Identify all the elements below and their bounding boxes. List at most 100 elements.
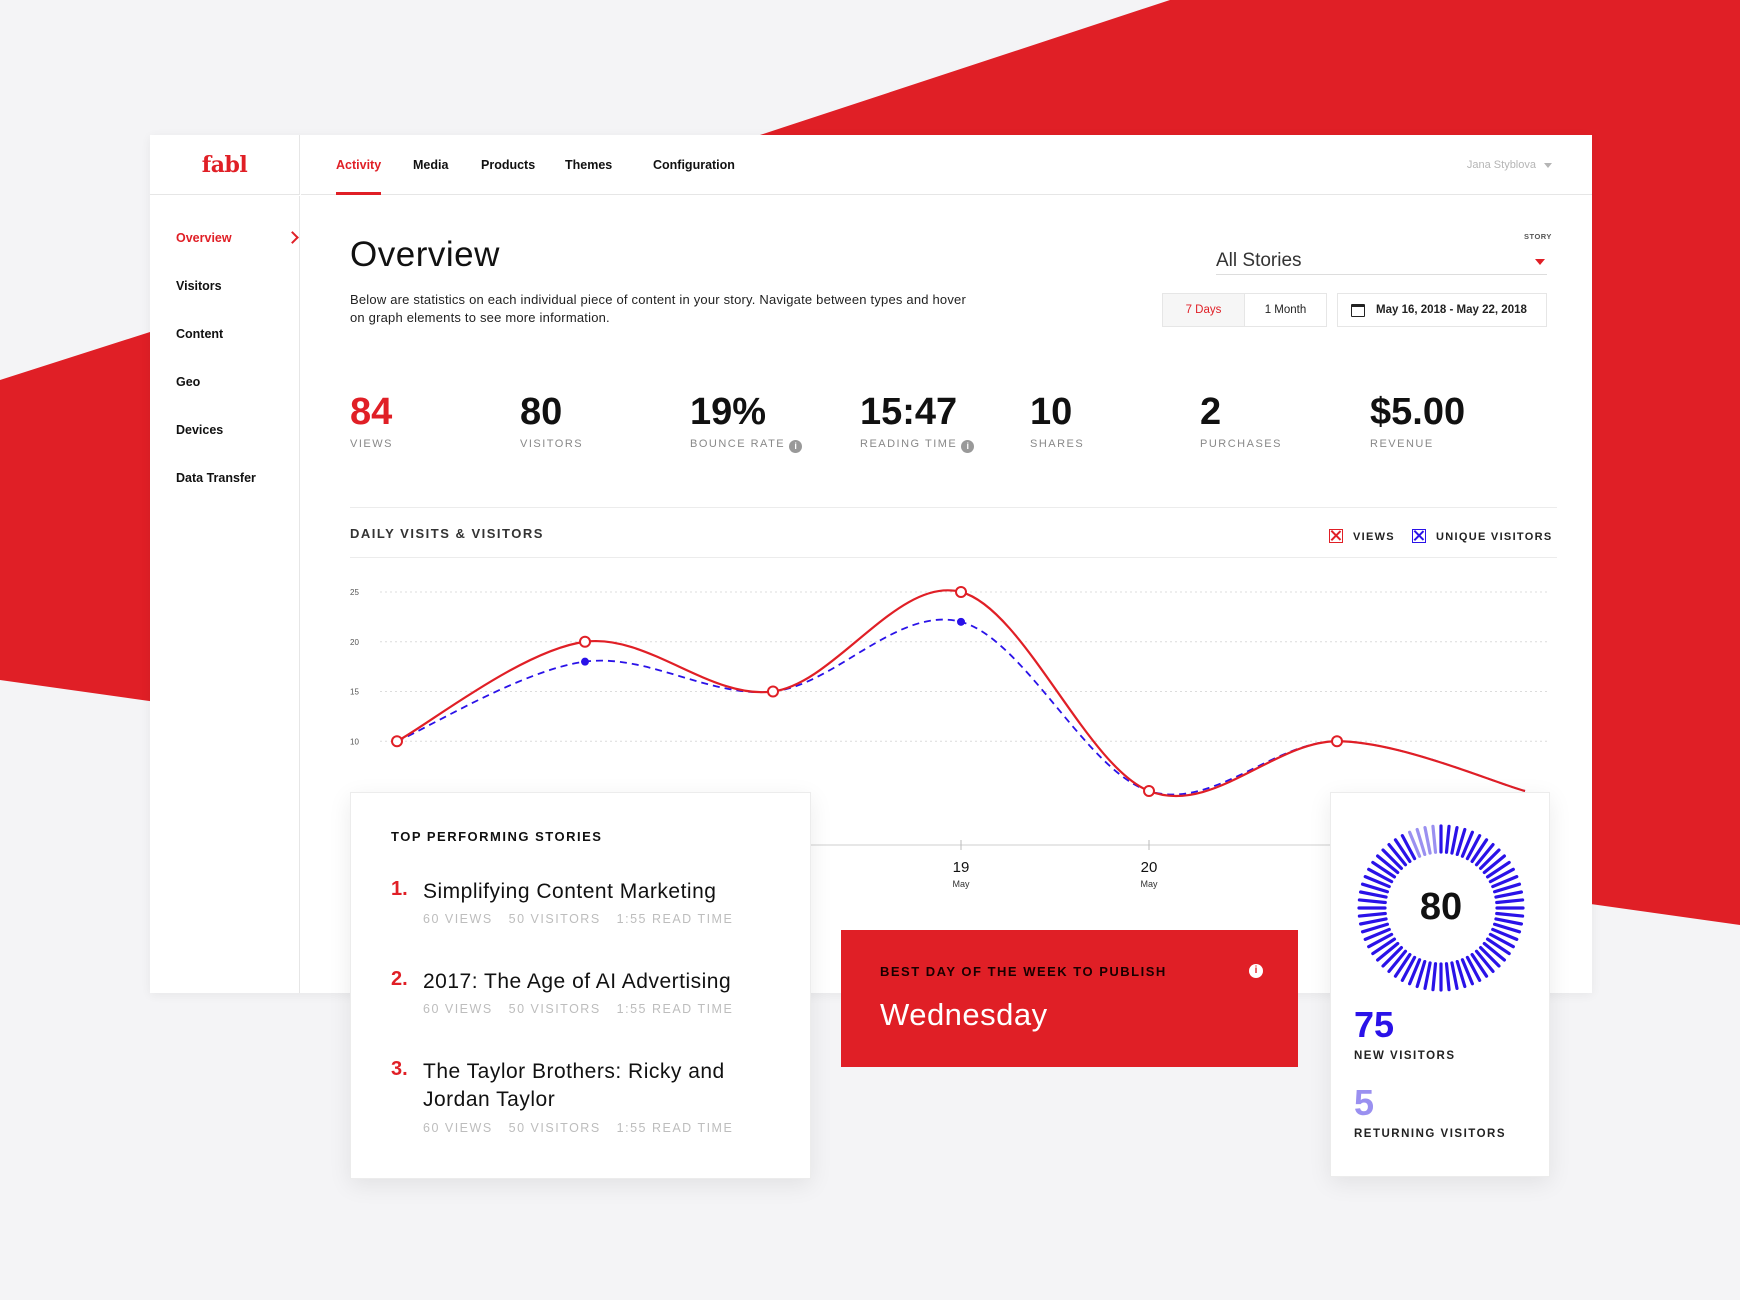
stat-value: 15:47 xyxy=(860,391,958,433)
stat-value: $5.00 xyxy=(1370,391,1466,433)
ring-tick xyxy=(1455,959,1467,989)
ring-tick xyxy=(1444,824,1451,854)
ring-tick xyxy=(1408,830,1422,858)
story-visitors: 50 VISITORS xyxy=(508,1121,601,1135)
ring-tick xyxy=(1491,927,1519,941)
ring-tick xyxy=(1450,961,1459,991)
ring-tick xyxy=(1371,937,1397,956)
best-day-heading: BEST DAY OF THE WEEK TO PUBLISH xyxy=(880,964,1167,979)
ring-tick xyxy=(1495,898,1525,905)
story-title: 2017: The Age of AI Advertising xyxy=(423,970,732,993)
ring-tick xyxy=(1431,962,1438,992)
ring-tick xyxy=(1478,848,1501,871)
sidebar-item-geo[interactable]: Geo xyxy=(176,375,201,389)
unique-visitors-point xyxy=(581,657,589,666)
sidebar-item-data-transfer[interactable]: Data Transfer xyxy=(176,471,256,485)
divider xyxy=(350,557,1557,558)
tab-themes[interactable]: Themes xyxy=(565,158,613,172)
ring-tick xyxy=(1439,962,1443,992)
date-range-picker[interactable]: May 16, 2018 - May 22, 2018 xyxy=(1337,293,1547,327)
ring-tick xyxy=(1482,854,1506,875)
sidebar-item-devices[interactable]: Devices xyxy=(176,423,224,437)
info-icon[interactable]: i xyxy=(961,440,975,453)
legend-unique-visitors[interactable]: UNIQUE VISITORS xyxy=(1412,529,1552,543)
y-tick-label: 25 xyxy=(350,588,359,597)
ring-tick xyxy=(1495,911,1525,918)
visitors-summary-card: 80 75 NEW VISITORS 5 RETURNING VISITORS xyxy=(1330,792,1550,1177)
ring-tick xyxy=(1360,922,1390,934)
page-description: Below are statistics on each individual … xyxy=(350,292,967,325)
info-icon[interactable]: i xyxy=(1249,964,1263,978)
stat-label: PURCHASES xyxy=(1200,438,1282,450)
sidebar-item-visitors[interactable]: Visitors xyxy=(176,279,222,293)
ring-tick xyxy=(1357,911,1387,918)
ring-tick xyxy=(1485,937,1511,956)
story-meta: 60 VIEWS 50 VISITORS 1:55 READ TIME xyxy=(423,1002,749,1016)
legend-x-icon xyxy=(1412,529,1426,543)
stat-shares: 10 SHARES xyxy=(1030,390,1084,450)
ring-tick xyxy=(1439,824,1443,854)
calendar-icon xyxy=(1351,304,1365,317)
legend-label: VIEWS xyxy=(1353,531,1395,543)
ring-tick xyxy=(1495,906,1525,910)
stat-reading-time: 15:47 READING TIME i xyxy=(860,390,975,453)
ring-tick xyxy=(1494,890,1524,899)
story-title: Simplifying Content Marketing xyxy=(423,880,717,903)
tab-configuration[interactable]: Configuration xyxy=(653,158,735,172)
stat-value: 84 xyxy=(350,391,393,433)
story-select[interactable]: All Stories xyxy=(1216,245,1547,275)
story-title: The Taylor Brothers: Ricky and Jordan Ta… xyxy=(423,1060,725,1111)
story-meta: 60 VIEWS 50 VISITORS 1:55 READ TIME xyxy=(423,912,749,926)
stat-purchases: 2 PURCHASES xyxy=(1200,390,1282,450)
x-tick-month-label: May xyxy=(952,879,970,889)
ring-tick xyxy=(1358,890,1388,899)
tab-products[interactable]: Products xyxy=(481,158,536,172)
x-tick-label: 19 xyxy=(953,859,970,876)
story-read-time: 1:55 READ TIME xyxy=(616,1002,734,1016)
unique-visitors-point xyxy=(957,617,965,626)
page-title: Overview xyxy=(350,235,500,274)
legend-views[interactable]: VIEWS xyxy=(1329,529,1395,543)
ring-tick xyxy=(1460,958,1474,986)
divider xyxy=(350,507,1557,508)
visitors-total: 80 xyxy=(1419,886,1463,928)
best-day-value: Wednesday xyxy=(880,997,1048,1032)
sidebar-item-overview[interactable]: Overview xyxy=(176,231,299,245)
fabl-logo[interactable]: fabl xyxy=(201,151,248,178)
tab-activity[interactable]: Activity xyxy=(336,135,382,195)
x-tick-label: 20 xyxy=(1141,859,1158,876)
ring-tick xyxy=(1376,854,1400,875)
range-7-days-button[interactable]: 7 Days xyxy=(1162,293,1245,327)
new-visitors-label: NEW VISITORS xyxy=(1354,1050,1456,1062)
stat-label: REVENUE xyxy=(1370,438,1434,450)
chart-title: DAILY VISITS & VISITORS xyxy=(350,526,544,541)
user-name: Jana Styblova xyxy=(1466,159,1536,171)
ring-tick xyxy=(1465,955,1482,982)
ring-tick xyxy=(1376,941,1400,962)
stat-value: 80 xyxy=(520,391,563,433)
ring-tick xyxy=(1357,898,1387,905)
info-icon[interactable]: i xyxy=(789,440,803,453)
stat-label: VISITORS xyxy=(520,438,584,450)
ring-tick xyxy=(1474,843,1495,867)
range-1-month-button[interactable]: 1 Month xyxy=(1244,293,1327,327)
stat-label-row: READING TIME i xyxy=(860,438,975,453)
user-menu[interactable]: Jana Styblova xyxy=(1467,135,1552,195)
ring-tick xyxy=(1455,827,1467,857)
story-meta: 60 VIEWS 50 VISITORS 1:55 READ TIME xyxy=(423,1121,749,1135)
x-tick-month-label: May xyxy=(1140,879,1158,889)
ring-tick xyxy=(1488,932,1515,949)
ring-tick xyxy=(1485,860,1511,879)
ring-tick xyxy=(1470,952,1489,978)
ring-tick xyxy=(1357,906,1387,910)
story-read-time: 1:55 READ TIME xyxy=(616,912,734,926)
ring-tick xyxy=(1367,867,1394,884)
sidebar-item-content[interactable]: Content xyxy=(176,327,224,341)
ring-tick xyxy=(1415,827,1427,857)
ring-tick xyxy=(1393,838,1412,864)
ring-tick xyxy=(1482,941,1506,962)
returning-visitors-value: 5 xyxy=(1354,1082,1375,1123)
tab-media[interactable]: Media xyxy=(413,158,449,172)
ring-tick xyxy=(1444,962,1451,992)
ring-tick xyxy=(1387,949,1408,973)
